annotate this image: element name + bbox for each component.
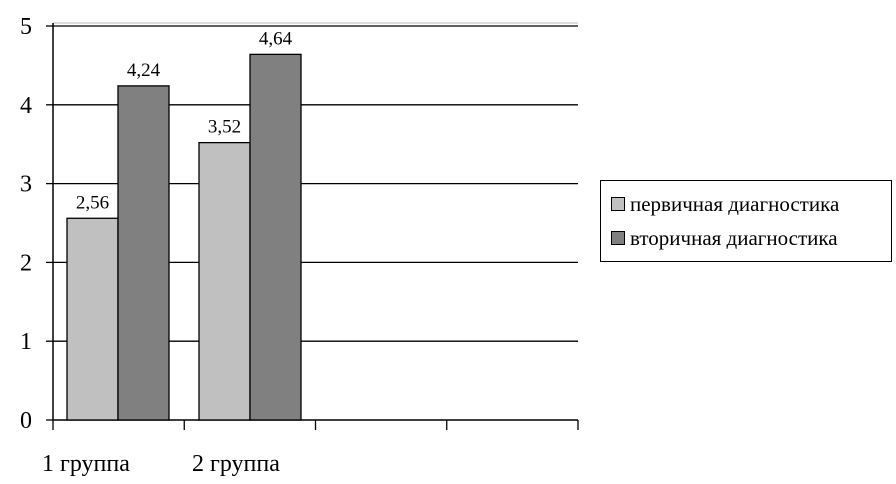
legend-item-secondary: вторичная диагностика [611,226,838,250]
legend-swatch-primary [611,197,625,211]
data-label: 2,56 [76,192,109,213]
y-tick-label: 2 [20,250,32,276]
y-tick-label: 1 [20,329,32,355]
bar [249,53,302,421]
legend-label-primary: первичная диагностика [630,191,840,216]
data-label: 3,52 [208,117,241,138]
y-tick-label: 5 [20,14,32,40]
y-tick-label: 0 [20,408,32,434]
y-tick-label: 4 [20,93,32,119]
legend-label-secondary: вторичная диагностика [630,225,838,250]
legend-swatch-secondary [611,231,625,245]
y-tick-label: 3 [20,172,32,198]
category-label: 2 группа [192,451,280,477]
legend: первичная диагностика вторичная диагност… [600,180,892,262]
bar [198,141,251,421]
data-label: 4,24 [127,60,161,81]
bar [117,85,170,421]
bar [66,217,119,421]
legend-item-primary: первичная диагностика [611,192,839,216]
data-label: 4,64 [259,28,293,49]
category-label: 1 группа [42,451,130,477]
